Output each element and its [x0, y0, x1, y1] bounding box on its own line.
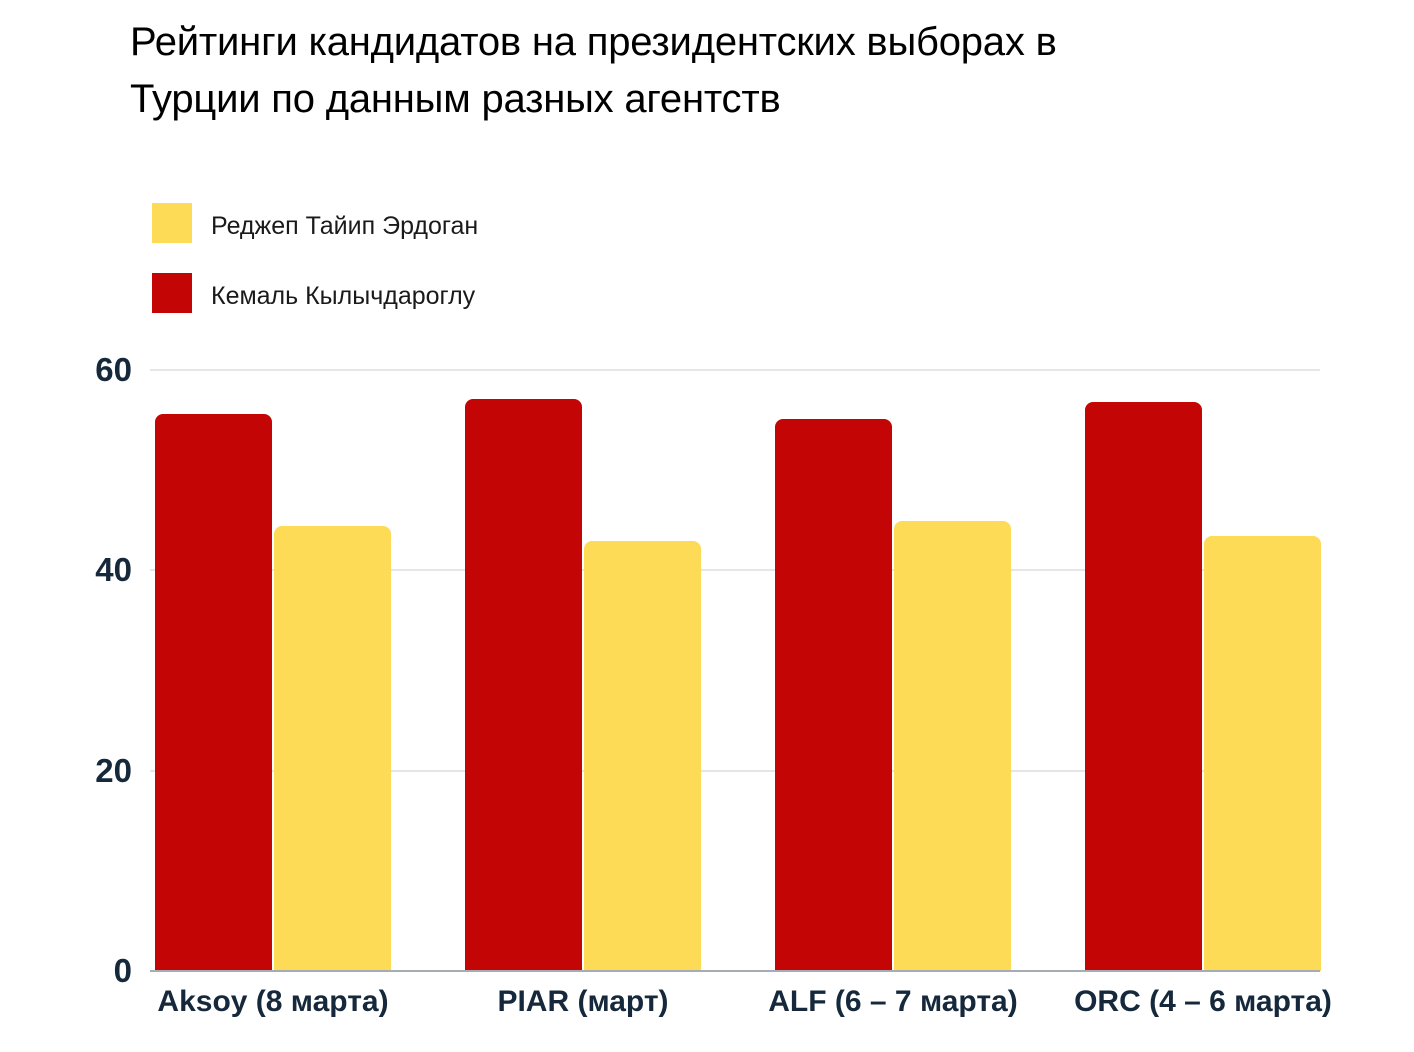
- gridline-60: [150, 369, 1320, 371]
- chart-title: Рейтинги кандидатов на президентских выб…: [130, 14, 1310, 128]
- legend-swatch-kilicdaroglu: [152, 273, 192, 313]
- x-axis-label-piar: PIAR (март): [497, 985, 669, 1018]
- y-tick-label-20: 20: [95, 751, 132, 789]
- y-tick-label-0: 0: [113, 952, 132, 989]
- legend-swatch-erdogan: [152, 203, 192, 243]
- x-axis-label-aksoy: Aksoy (8 марта): [157, 985, 389, 1018]
- legend-label-erdogan: Реджеп Тайип Эрдоган: [211, 211, 479, 240]
- x-axis-label-alf: ALF (6 – 7 марта): [768, 985, 1018, 1018]
- bar-реджеп-orc: [1204, 536, 1321, 971]
- legend-label-kilicdaroglu: Кемаль Кылычдароглу: [211, 281, 476, 310]
- legend-item-erdogan: Реджеп Тайип Эрдоган: [152, 203, 478, 243]
- bar-кемаль-alf: [775, 419, 892, 971]
- x-axis-baseline: [150, 970, 1320, 972]
- bar-реджеп-alf: [894, 521, 1011, 971]
- chart-title-line-2: Турции по данным разных агентств: [130, 77, 781, 121]
- gridline-40: [150, 569, 1320, 572]
- x-axis-label-orc: ORC (4 – 6 марта): [1074, 985, 1332, 1018]
- plot-area: 60 40 20 0 Aksoy (8 марта) PIAR (март) ALF (6 …: [95, 352, 1332, 1019]
- y-tick-label-40: 40: [95, 551, 132, 589]
- y-tick-label-60: 60: [95, 351, 132, 388]
- legend-item-kilicdaroglu: Кемаль Кылычдароглу: [152, 273, 478, 313]
- bar-реджеп-piar: [584, 541, 701, 971]
- chart-legend: Реджеп Тайип Эрдоган Кемаль Кылычдароглу: [152, 203, 478, 343]
- chart-title-line-1: Рейтинги кандидатов на президентских выб…: [130, 20, 1057, 64]
- bar-реджеп-aksoy: [274, 526, 391, 971]
- bar-кемаль-orc: [1085, 402, 1202, 971]
- gridline-20: [150, 769, 1320, 772]
- bar-кемаль-piar: [465, 399, 582, 971]
- bar-кемаль-aksoy: [155, 414, 272, 971]
